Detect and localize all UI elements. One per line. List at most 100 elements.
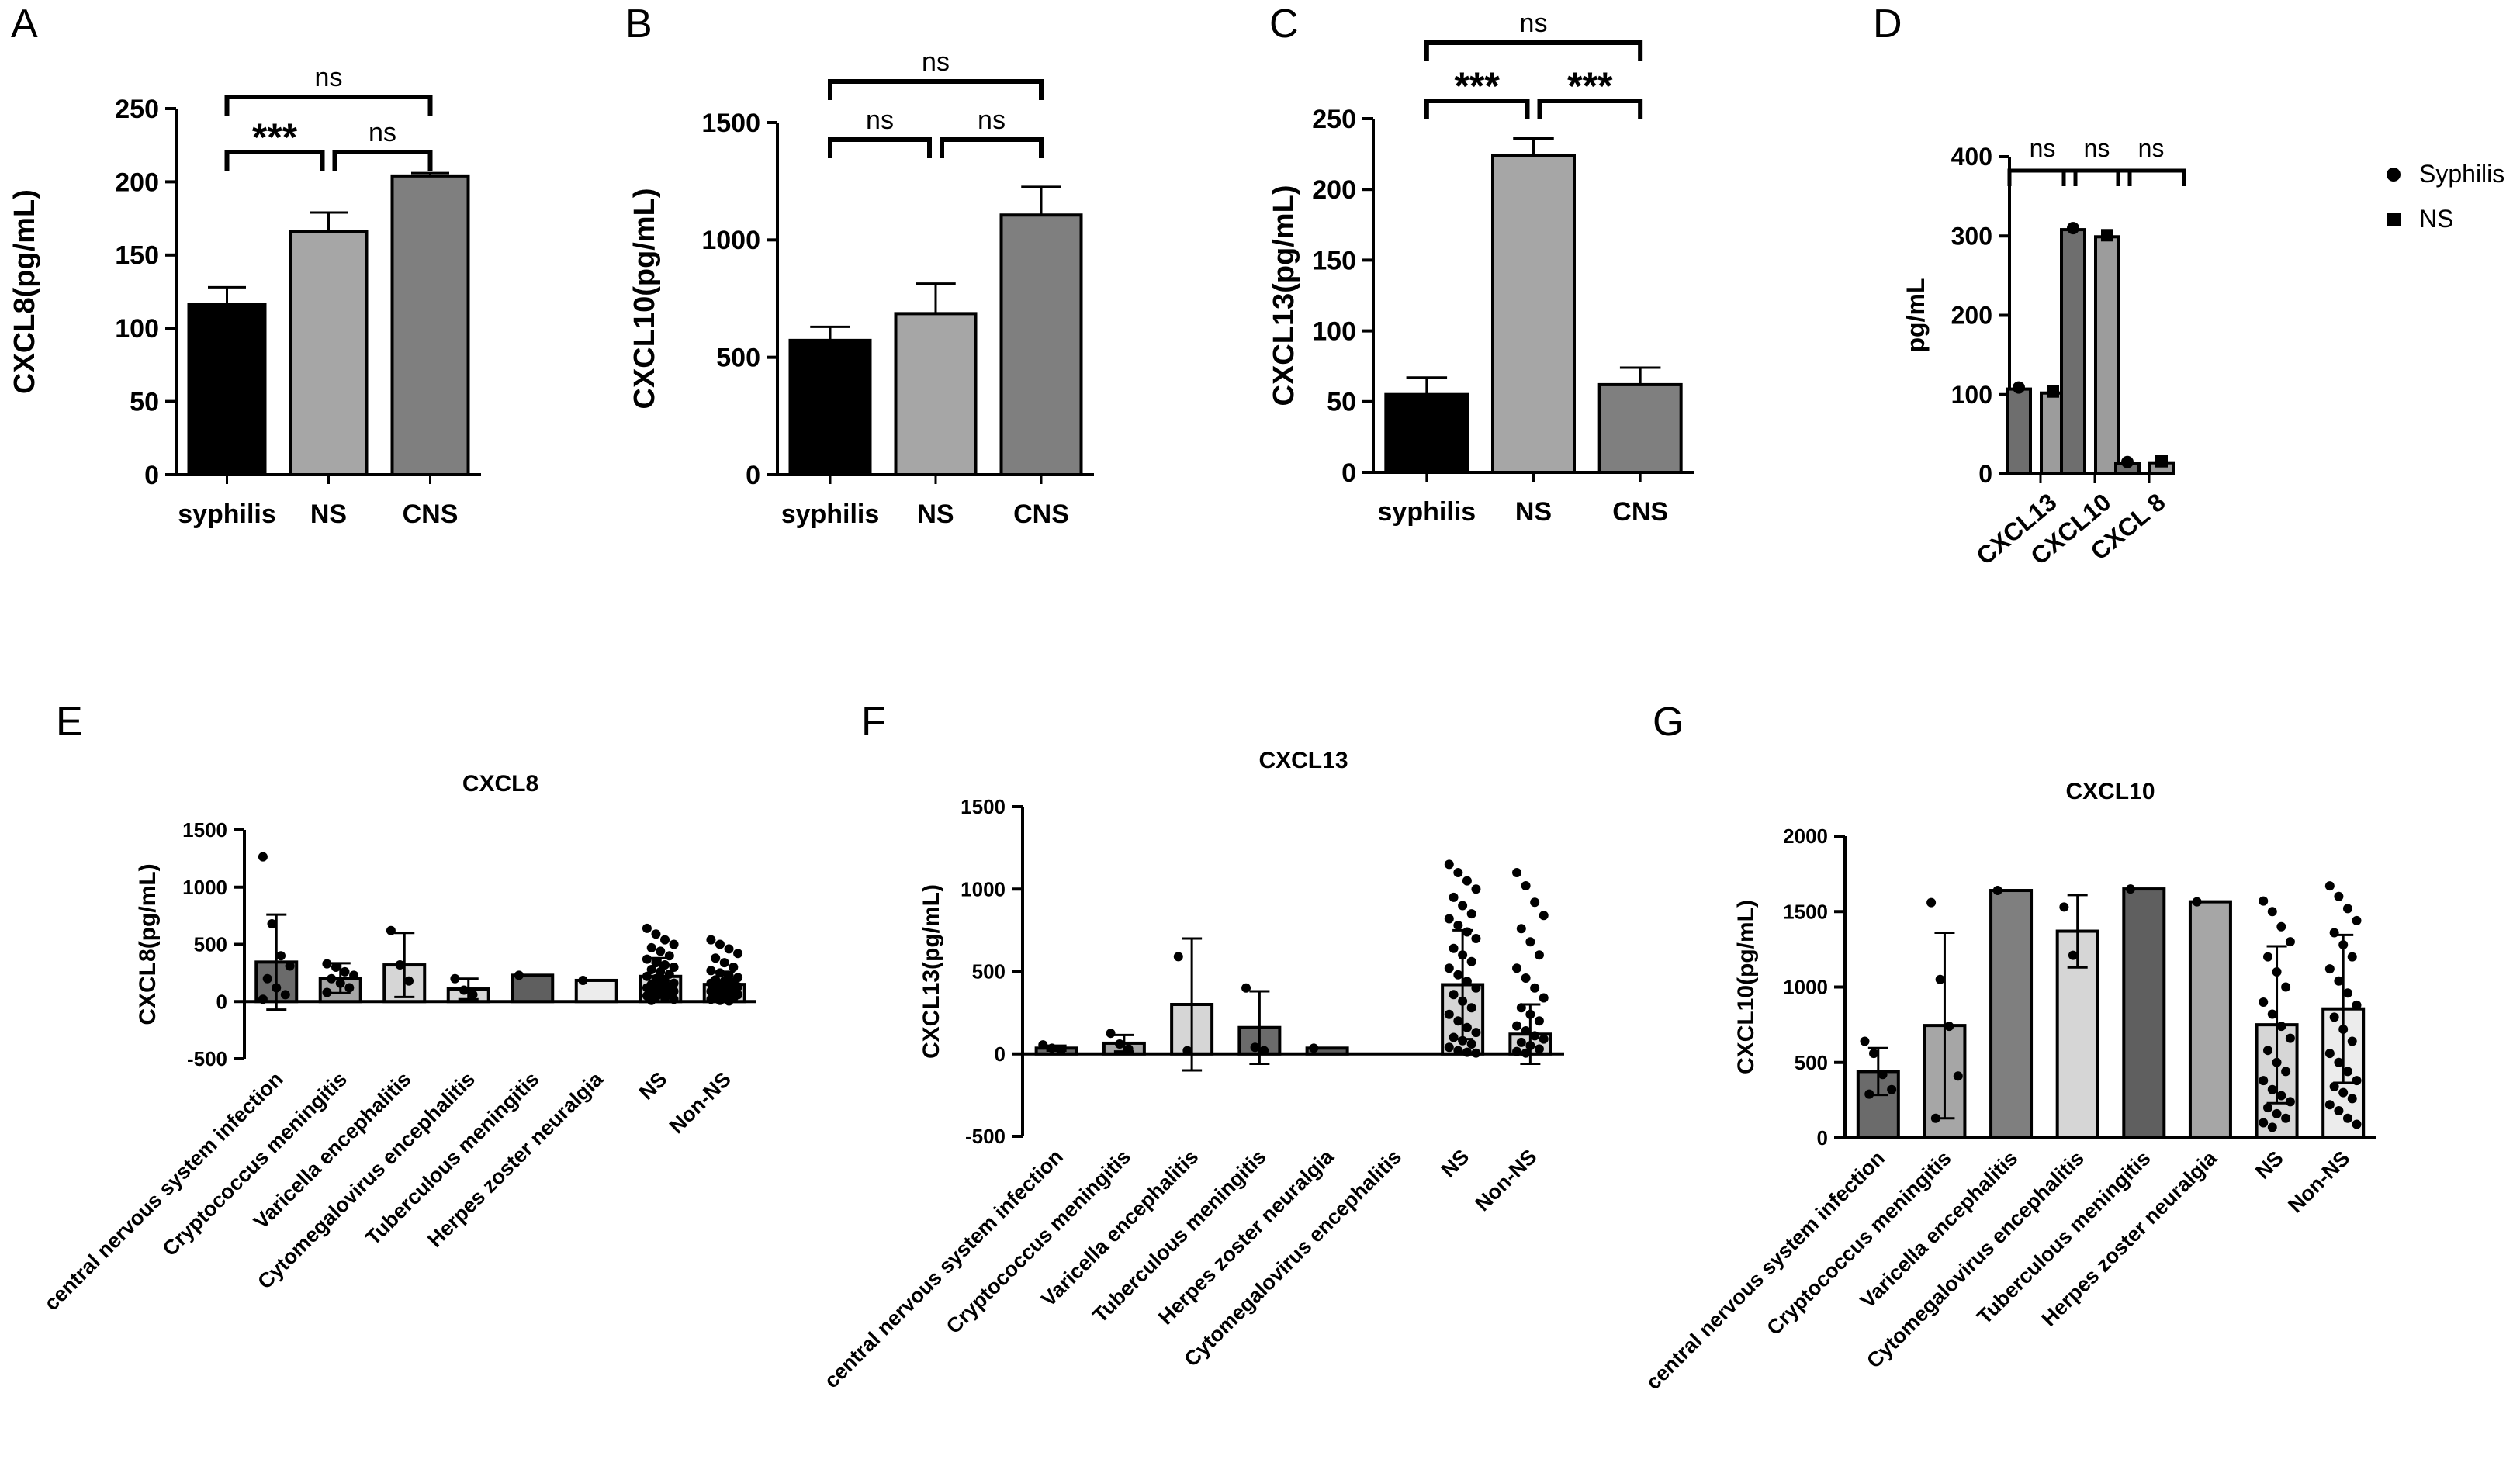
data-point <box>646 942 656 952</box>
y-axis-label: CXCL13(pg/mL) <box>919 884 944 1059</box>
sig-bracket <box>1537 99 1643 119</box>
data-point <box>2259 896 2269 906</box>
panel-letter: D <box>1873 2 1902 47</box>
data-point <box>2259 997 2269 1007</box>
sig-bracket <box>224 95 433 116</box>
data-point <box>1530 897 1540 908</box>
data-point <box>1521 1048 1531 1058</box>
data-point <box>2059 902 2069 912</box>
data-point <box>1516 924 1526 934</box>
y-tick-label: 250 <box>115 95 159 124</box>
y-axis-label: CXCL10(pg/mL) <box>1733 900 1759 1074</box>
y-tick-label: 1000 <box>961 877 1006 901</box>
x-tick-label: NS <box>1515 497 1552 527</box>
bar-ns <box>2094 235 2120 475</box>
y-tick-label: 500 <box>194 933 227 956</box>
sig-label: ns <box>866 105 894 135</box>
data-point <box>1539 1034 1549 1044</box>
data-point <box>1521 1026 1531 1035</box>
y-tick-label: 0 <box>1341 458 1356 488</box>
data-point <box>2281 1113 2291 1123</box>
data-point <box>660 960 670 970</box>
data-point <box>2352 1000 2362 1010</box>
data-point <box>1471 983 1481 993</box>
data-point <box>2272 967 2282 977</box>
data-point <box>2125 884 2135 894</box>
bar <box>999 213 1083 476</box>
data-point <box>2259 1118 2269 1128</box>
data-point <box>1449 943 1459 953</box>
bar <box>1598 382 1683 474</box>
data-point <box>724 944 734 954</box>
data-point <box>327 973 337 984</box>
x-tick-label: NS <box>310 500 347 529</box>
y-axis-label: CXCL8(pg/mL) <box>9 189 41 394</box>
data-point <box>724 996 734 1006</box>
data-point <box>2276 921 2286 932</box>
legend-marker <box>2387 168 2401 182</box>
data-point <box>280 990 290 1000</box>
data-point <box>459 985 469 995</box>
panel-letter: B <box>625 2 652 47</box>
data-point <box>1182 1046 1192 1056</box>
sig-label: ns <box>1520 9 1548 38</box>
x-tick-label: CNS <box>1013 500 1069 529</box>
data-point <box>450 973 460 984</box>
sig-bracket <box>828 137 932 158</box>
data-point <box>1944 1022 1954 1032</box>
data-point <box>2281 1067 2291 1077</box>
data-point <box>2068 950 2078 960</box>
data-point <box>656 946 666 956</box>
y-tick-label: 100 <box>1312 317 1356 347</box>
panel-B: B 0 500 1000 1500 CXCL10(pg/mL) syphilis NS CNS n… <box>625 2 1094 529</box>
data-point <box>2334 976 2344 986</box>
bar <box>1305 1046 1349 1056</box>
data-point <box>272 983 282 993</box>
sig-label: ns <box>315 63 343 92</box>
data-point <box>1471 1028 1481 1038</box>
data-point <box>642 971 652 981</box>
data-point <box>706 994 716 1004</box>
y-tick-label: 250 <box>1312 105 1356 134</box>
data-point <box>1534 1044 1544 1054</box>
point <box>2013 381 2025 394</box>
data-point <box>1466 1039 1476 1049</box>
data-point <box>468 990 478 1000</box>
panel-F: F CXCL13 -500 0 500 1000 1500 CXCL13(pg/mL) cent… <box>820 700 1564 1392</box>
data-point <box>262 973 272 984</box>
data-point <box>1466 1003 1476 1013</box>
data-point <box>1462 876 1472 886</box>
data-point <box>664 969 674 979</box>
data-point <box>2276 1022 2286 1032</box>
data-point <box>1453 1046 1463 1056</box>
data-point <box>669 994 679 1004</box>
data-point <box>2263 1103 2273 1113</box>
data-point <box>1458 1035 1468 1046</box>
data-point <box>331 963 341 972</box>
y-tick-label: 0 <box>746 461 760 490</box>
data-point <box>2352 915 2362 925</box>
data-point <box>1530 1031 1540 1041</box>
data-point <box>276 951 286 961</box>
x-tick-label: CNS <box>1612 497 1668 527</box>
y-tick-label: -500 <box>965 1125 1006 1148</box>
data-point <box>1047 1043 1057 1053</box>
data-point <box>733 949 743 959</box>
data-point <box>1444 914 1454 924</box>
data-point <box>1123 1044 1134 1054</box>
data-point <box>1259 1046 1269 1056</box>
sig-label: ns <box>2030 134 2056 162</box>
legend-label: Syphilis <box>2419 160 2504 188</box>
data-point <box>1453 1016 1463 1026</box>
point <box>2155 455 2168 468</box>
data-point <box>1471 884 1481 894</box>
y-tick-label: 200 <box>1312 175 1356 205</box>
data-point <box>1466 909 1476 919</box>
y-tick-label: -500 <box>187 1047 227 1070</box>
bar <box>1989 889 2034 1140</box>
chart-title: CXCL8 <box>462 771 538 797</box>
sig-label: ns <box>2084 134 2110 162</box>
data-point <box>1449 990 1459 1000</box>
data-point <box>1458 996 1468 1006</box>
sig-label: *** <box>1567 64 1613 108</box>
